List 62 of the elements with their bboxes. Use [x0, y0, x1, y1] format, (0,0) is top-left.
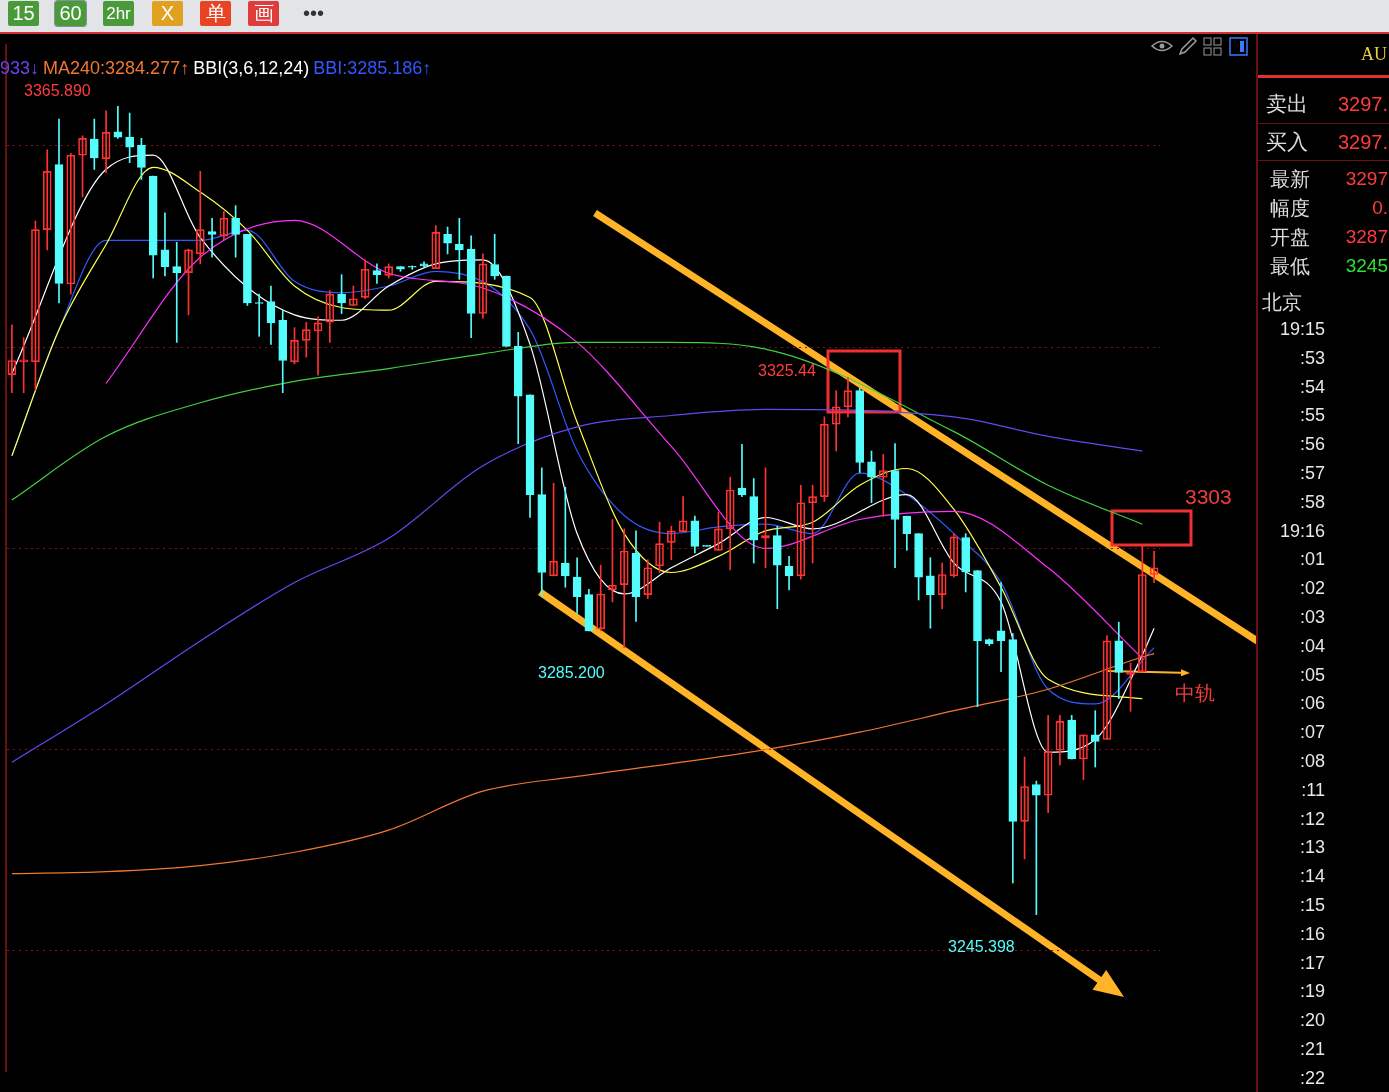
text: 0.: [1372, 196, 1388, 220]
legend-title: BBI(3,6,12,24): [193, 57, 310, 78]
text: 单: [200, 1, 231, 26]
candlestick: [207, 217, 217, 258]
text: :07: [1299, 721, 1325, 744]
text: :01: [1299, 548, 1325, 571]
text: 最新: [1270, 167, 1310, 191]
candlestick: [172, 242, 182, 343]
annotation: 3365.890: [24, 82, 91, 100]
text: •••: [302, 1, 325, 26]
text: 19:15: [1279, 318, 1325, 340]
text: :03: [1299, 606, 1325, 628]
text: BBI:3285.186↑: [313, 57, 432, 78]
text: 开盘: [1270, 225, 1310, 249]
annotation: 3285.200: [538, 664, 605, 682]
text: :22: [1299, 1066, 1325, 1089]
text: 3245: [1345, 254, 1388, 278]
text: :05: [1299, 663, 1325, 686]
text: :56: [1299, 433, 1325, 456]
text: 19:16: [1279, 519, 1325, 542]
text: 15: [8, 1, 39, 26]
text: AU: [1361, 44, 1387, 65]
text: 中轨: [1175, 681, 1215, 706]
text: :14: [1299, 865, 1325, 888]
text: :21: [1299, 1038, 1325, 1060]
text: :58: [1299, 490, 1325, 513]
text: X: [152, 1, 183, 26]
text: :54: [1299, 375, 1325, 398]
text: :57: [1299, 462, 1325, 484]
text: :06: [1299, 692, 1325, 715]
text: 3297.: [1337, 130, 1388, 155]
text: 最低: [1270, 254, 1310, 278]
candlestick: [1090, 710, 1100, 768]
text: 3287: [1345, 225, 1388, 249]
text: :13: [1299, 836, 1325, 859]
text: 3297.: [1337, 92, 1388, 117]
text: 60: [55, 1, 86, 26]
text: :19: [1299, 980, 1325, 1003]
text: :02: [1299, 577, 1325, 600]
text: 3297: [1345, 167, 1388, 191]
text: :12: [1299, 807, 1325, 830]
text: :20: [1299, 1009, 1325, 1032]
annotation: 3245.398: [948, 938, 1015, 956]
text: 933↓: [0, 57, 40, 78]
text: 2hr: [103, 1, 134, 26]
candlestick: [372, 263, 382, 284]
text: 买入: [1266, 130, 1308, 154]
text: 卖出: [1266, 92, 1308, 116]
text: 画: [248, 1, 279, 26]
text: :55: [1299, 404, 1325, 427]
text: :04: [1299, 634, 1325, 657]
text: :53: [1299, 346, 1325, 369]
text: :11: [1301, 778, 1325, 801]
text: 北京: [1262, 290, 1302, 315]
text: :17: [1299, 951, 1325, 974]
text: 幅度: [1270, 196, 1310, 220]
annotation: 3325.44: [758, 362, 816, 380]
text: MA240:3284.277↑: [43, 57, 190, 78]
text: :15: [1299, 894, 1325, 916]
text: :16: [1299, 922, 1325, 945]
text: 3303: [1185, 485, 1232, 509]
text: :08: [1299, 750, 1325, 772]
